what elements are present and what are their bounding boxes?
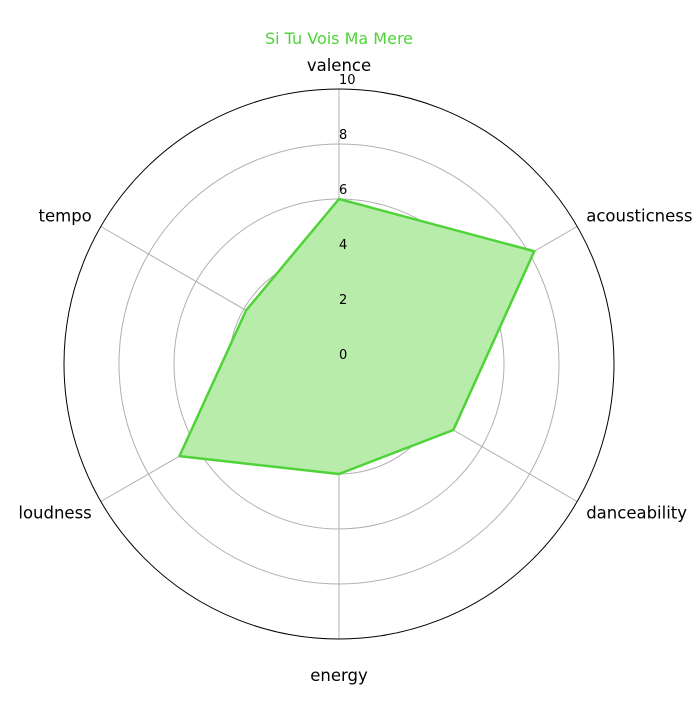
tick-label-10: 10 [339, 73, 356, 88]
tick-label-4: 4 [339, 238, 347, 253]
tick-label-0: 0 [339, 348, 347, 363]
outer-frame [63, 88, 615, 640]
axis-label-tempo: tempo [39, 207, 92, 226]
axis-label-loudness: loudness [18, 504, 91, 523]
radar-series [178, 197, 536, 476]
radial-tick-labels: 0 2 4 6 8 10 [339, 73, 356, 363]
axis-label-energy: energy [310, 666, 368, 685]
tick-label-8: 8 [339, 128, 347, 143]
tick-label-6: 6 [339, 183, 347, 198]
axis-label-valence: valence [307, 56, 371, 75]
axis-labels: valence acousticness danceability energy lou… [18, 56, 692, 685]
series-area [179, 199, 535, 474]
tick-label-2: 2 [339, 293, 347, 308]
axis-label-acousticness: acousticness [586, 207, 692, 226]
axis-label-danceability: danceability [586, 504, 687, 523]
chart-title: Si Tu Vois Ma Mere [265, 29, 413, 48]
